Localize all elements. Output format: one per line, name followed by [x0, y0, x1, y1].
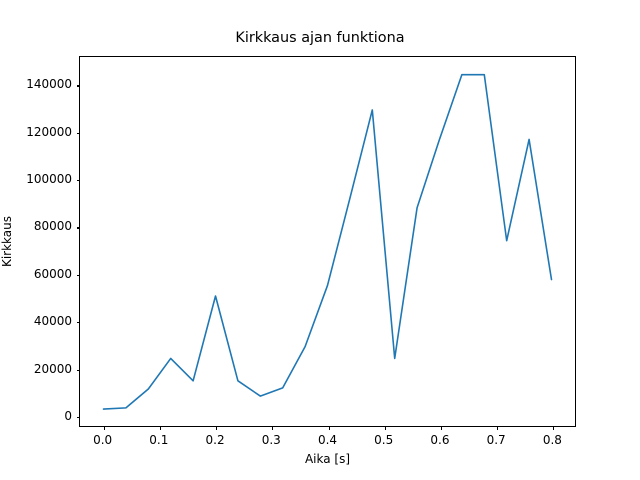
x-tick-mark	[440, 426, 443, 430]
x-tick-mark	[553, 426, 555, 430]
y-tick-mark	[76, 180, 80, 182]
y-tick-label: 60000	[33, 266, 72, 281]
y-tick-mark	[76, 369, 80, 371]
y-tick-mark	[76, 416, 80, 418]
y-tick-mark	[76, 85, 80, 87]
plot-area	[76, 56, 576, 430]
x-tick-mark	[103, 426, 105, 430]
series-line-kirkkaus	[102, 73, 553, 410]
y-tick-mark	[76, 274, 80, 276]
x-tick-mark	[216, 426, 218, 430]
y-tick-mark	[76, 132, 80, 134]
y-tick-label: 120000	[26, 124, 72, 139]
x-tick-mark	[497, 426, 499, 430]
x-tick-label: 0.7	[486, 433, 506, 447]
x-tick-mark	[328, 426, 330, 430]
x-tick-label: 0.2	[205, 433, 225, 447]
x-tick-label: 0.4	[317, 433, 338, 447]
y-tick-label: 0	[64, 408, 72, 423]
y-tick-label: 40000	[33, 314, 72, 329]
y-tick-label: 20000	[33, 361, 72, 376]
y-tick-label: 100000	[26, 172, 72, 187]
x-tick-label: 0.5	[374, 433, 394, 447]
y-axis-label: Kirkkaus	[0, 215, 14, 268]
chart-title: Kirkkaus ajan funktiona	[235, 30, 405, 46]
x-tick-label: 0.3	[261, 433, 281, 447]
x-axis-label: Aika [s]	[304, 452, 351, 466]
y-tick-mark	[76, 227, 80, 229]
data-line-series	[102, 73, 553, 410]
y-tick-label: 140000	[26, 77, 72, 92]
y-tick-label: 80000	[33, 219, 72, 234]
x-tick-label: 0.6	[430, 433, 450, 447]
y-tick-mark	[76, 322, 80, 324]
x-tick-mark	[384, 426, 386, 430]
x-tick-mark	[272, 426, 274, 430]
x-tick-label: 0.1	[149, 433, 169, 447]
x-tick-label: 0.0	[93, 433, 113, 447]
x-tick-label: 0.8	[542, 433, 562, 447]
x-tick-mark	[159, 426, 161, 430]
